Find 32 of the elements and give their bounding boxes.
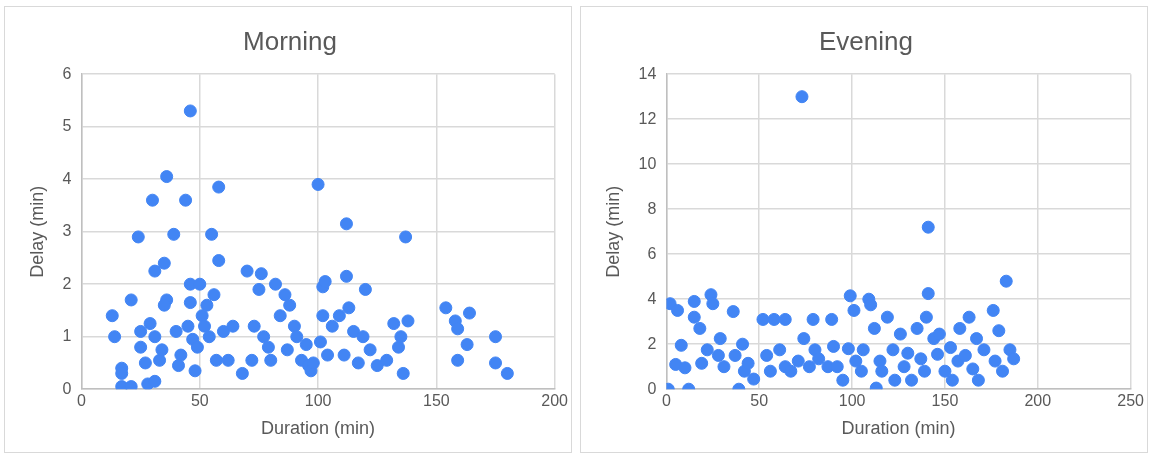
y-tick-label: 4 <box>62 169 72 187</box>
y-tick-label: 2 <box>647 334 657 352</box>
y-tick-label: 5 <box>62 117 72 135</box>
x-tick-label: 0 <box>661 392 671 410</box>
y-tick-label: 0 <box>647 379 657 397</box>
y-tick-label: 4 <box>647 289 657 307</box>
x-tick-label: 200 <box>1024 392 1052 410</box>
y-tick-label: 8 <box>647 199 657 217</box>
y-tick-label: 2 <box>62 274 72 292</box>
y-axis-title: Delay (min) <box>602 185 623 278</box>
x-axis-title: Duration (min) <box>841 418 956 439</box>
y-tick-label: 3 <box>62 222 72 240</box>
x-tick-label: 150 <box>423 392 450 410</box>
chart-title: Morning <box>243 25 337 56</box>
y-tick-label: 10 <box>638 154 657 172</box>
y-tick-label: 0 <box>62 379 72 397</box>
x-tick-label: 100 <box>838 392 866 410</box>
chart-title: Evening <box>819 25 913 56</box>
x-tick-label: 50 <box>190 392 209 410</box>
x-tick-label: 150 <box>931 392 959 410</box>
y-tick-label: 14 <box>638 64 657 82</box>
x-tick-label: 250 <box>1117 392 1145 410</box>
x-axis-title: Duration (min) <box>261 418 376 439</box>
y-tick-label: 6 <box>62 64 72 82</box>
y-axis-title: Delay (min) <box>26 185 47 278</box>
x-tick-label: 100 <box>304 392 332 410</box>
y-tick-label: 12 <box>638 109 657 127</box>
y-tick-label: 1 <box>62 327 72 345</box>
x-tick-label: 0 <box>77 392 87 410</box>
x-tick-label: 200 <box>541 392 569 410</box>
x-tick-label: 50 <box>750 392 769 410</box>
y-tick-label: 6 <box>647 244 657 262</box>
